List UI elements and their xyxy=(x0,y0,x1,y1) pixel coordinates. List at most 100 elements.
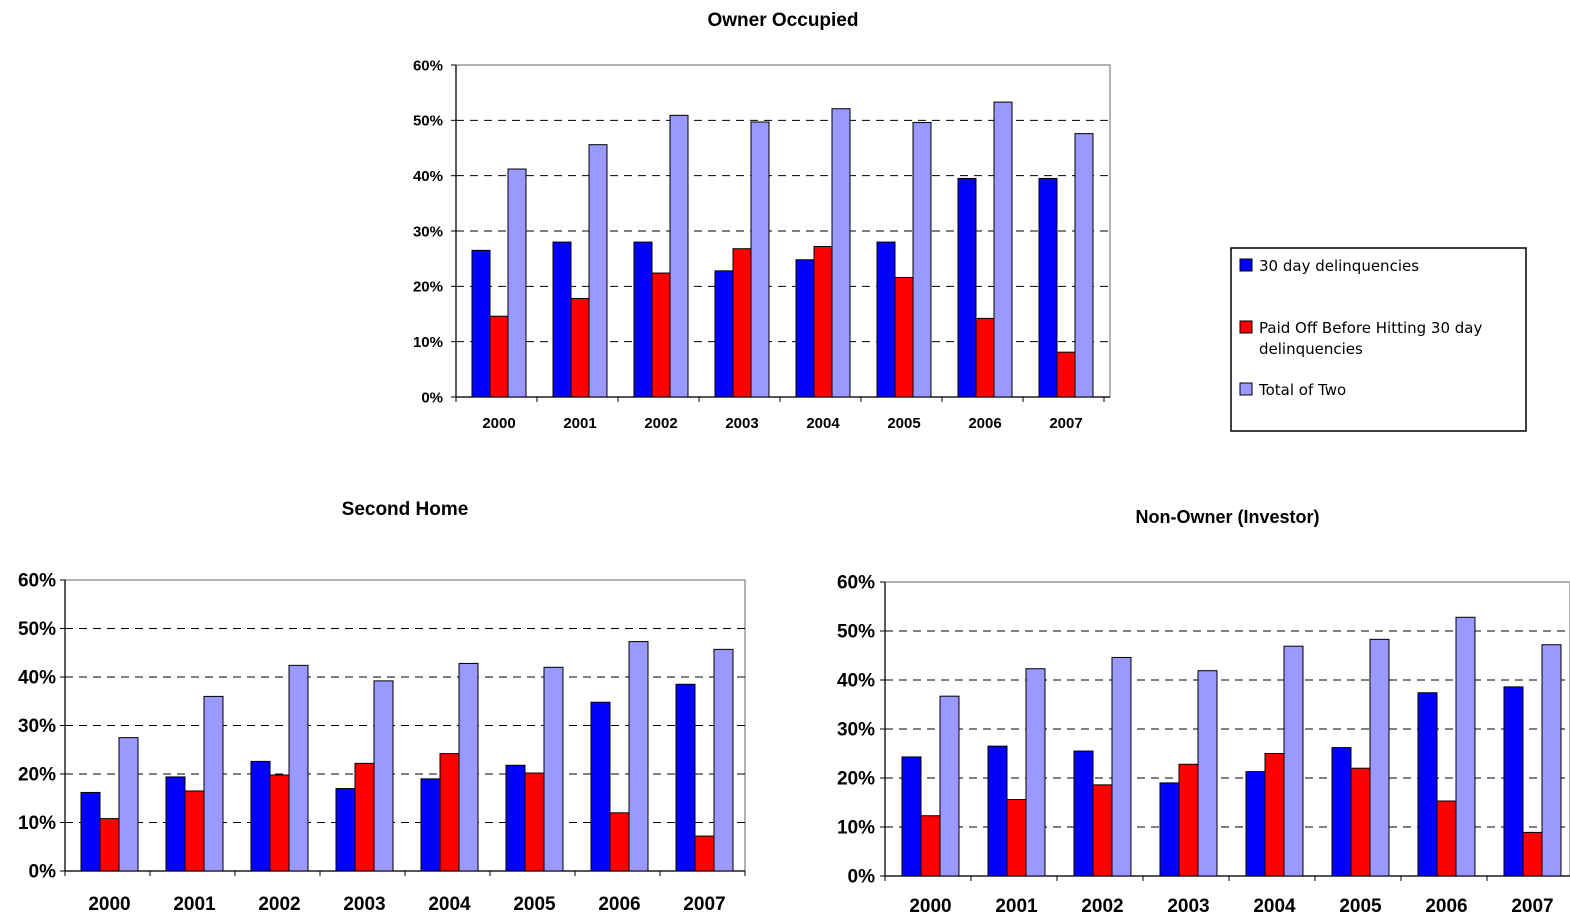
bar-total-2000 xyxy=(118,737,139,872)
bar-paidoff-2002 xyxy=(651,272,671,398)
bar-total-2002 xyxy=(669,114,689,398)
bar-paidoff-2006 xyxy=(1436,800,1457,877)
y-tick-label: 0% xyxy=(421,389,443,406)
x-tick-label: 2004 xyxy=(806,415,840,432)
y-tick-label: 10% xyxy=(18,813,56,834)
legend: 30 day delinquencies Paid Off Before Hitt… xyxy=(1230,247,1527,432)
bar-delinq30-2007 xyxy=(675,683,696,872)
bar-delinq30-2007 xyxy=(1038,177,1058,398)
bar-delinq30-2004 xyxy=(420,778,441,872)
y-tick-label: 60% xyxy=(413,57,443,74)
x-tick-label: 2006 xyxy=(968,415,1001,432)
bar-total-2000 xyxy=(939,695,960,877)
bar-paidoff-2001 xyxy=(1006,799,1027,877)
bar-paidoff-2004 xyxy=(813,245,833,398)
bar-total-2007 xyxy=(1074,133,1094,398)
bar-paidoff-2002 xyxy=(1092,784,1113,877)
y-tick-label: 30% xyxy=(413,223,443,240)
bar-paidoff-2000 xyxy=(99,818,120,872)
chart-title: Second Home xyxy=(342,499,469,520)
bar-delinq30-2004 xyxy=(1245,771,1266,877)
bar-total-2003 xyxy=(1197,670,1218,877)
bar-delinq30-2002 xyxy=(250,760,271,872)
bar-total-2004 xyxy=(458,662,479,872)
y-tick-label: 30% xyxy=(18,716,56,737)
bar-total-2005 xyxy=(912,122,932,398)
bar-total-2002 xyxy=(288,664,309,872)
chart-second-home: Second Home 0% 10% 20% 30% 40% 50% 60% 2000 2001 2… xyxy=(18,499,746,915)
x-tick-label: 2002 xyxy=(644,415,677,432)
x-tick-label: 2002 xyxy=(1081,896,1123,917)
x-tick-label: 2001 xyxy=(995,896,1038,917)
bar-total-2006 xyxy=(993,101,1013,398)
bar-total-2002 xyxy=(1111,656,1132,877)
bar-paidoff-2006 xyxy=(975,317,995,398)
x-tick-label: 2004 xyxy=(1253,896,1296,917)
y-tick-label: 40% xyxy=(413,168,443,185)
x-tick-label: 2006 xyxy=(1425,896,1467,917)
x-tick-label: 2007 xyxy=(1511,896,1553,917)
x-tick-label: 2006 xyxy=(598,894,640,915)
bar-total-2000 xyxy=(507,168,527,398)
bar-paidoff-2007 xyxy=(1056,351,1076,398)
bar-delinq30-2000 xyxy=(80,791,101,872)
x-tick-label: 2004 xyxy=(428,894,471,915)
bar-total-2004 xyxy=(831,108,851,398)
y-tick-label: 40% xyxy=(837,671,875,692)
legend-swatch-total xyxy=(1239,382,1253,396)
y-tick-label: 20% xyxy=(413,279,443,296)
bar-delinq30-2000 xyxy=(471,249,491,398)
y-tick-label: 40% xyxy=(18,668,56,689)
x-tick-label: 2001 xyxy=(173,894,216,915)
x-tick-label: 2003 xyxy=(725,415,758,432)
bar-paidoff-2002 xyxy=(269,774,290,872)
y-tick-label: 0% xyxy=(848,867,876,888)
y-tick-label: 10% xyxy=(837,818,875,839)
x-tick-label: 2001 xyxy=(563,415,596,432)
legend-box xyxy=(1230,247,1527,432)
bar-delinq30-2005 xyxy=(505,764,526,872)
y-tick-label: 60% xyxy=(837,573,875,594)
chart-title: Owner Occupied xyxy=(708,10,859,31)
x-tick-label: 2003 xyxy=(343,894,385,915)
y-tick-label: 30% xyxy=(837,720,875,741)
bar-delinq30-2003 xyxy=(714,270,734,398)
bar-delinq30-2003 xyxy=(1159,782,1180,877)
y-tick-label: 10% xyxy=(413,334,443,351)
bar-delinq30-2003 xyxy=(335,788,356,872)
bar-total-2006 xyxy=(1455,616,1476,877)
bar-delinq30-2007 xyxy=(1503,686,1524,877)
bar-paidoff-2003 xyxy=(1178,763,1199,877)
bar-paidoff-2007 xyxy=(694,835,715,872)
bar-total-2001 xyxy=(1025,668,1046,877)
bar-total-2007 xyxy=(713,648,734,872)
chart-non-owner-investor: Non-Owner (Investor) 0% 10% 20% 30% 40% 50% 60%… xyxy=(837,507,1570,917)
bar-paidoff-2001 xyxy=(184,790,205,872)
y-tick-label: 50% xyxy=(837,622,875,643)
legend-label-delinq30: 30 day delinquencies xyxy=(1259,257,1419,275)
y-tick-label: 60% xyxy=(18,571,56,592)
y-tick-label: 20% xyxy=(837,769,875,790)
x-tick-label: 2002 xyxy=(258,894,300,915)
x-tick-label: 2007 xyxy=(683,894,725,915)
y-tick-label: 0% xyxy=(29,862,57,883)
bar-total-2006 xyxy=(628,641,649,872)
y-tick-label: 20% xyxy=(18,765,56,786)
bar-delinq30-2006 xyxy=(1417,692,1438,877)
bar-total-2003 xyxy=(373,680,394,872)
legend-label-paidoff: Paid Off Before Hitting 30 day xyxy=(1259,319,1482,337)
y-tick-label: 50% xyxy=(18,619,56,640)
x-tick-label: 2000 xyxy=(482,415,515,432)
bar-paidoff-2000 xyxy=(920,815,941,877)
bar-delinq30-2000 xyxy=(901,756,922,877)
bar-delinq30-2001 xyxy=(165,776,186,872)
x-tick-label: 2000 xyxy=(88,894,130,915)
bar-paidoff-2005 xyxy=(894,276,914,398)
bar-delinq30-2006 xyxy=(590,701,611,872)
bar-paidoff-2006 xyxy=(609,812,630,872)
bar-total-2007 xyxy=(1541,644,1562,877)
legend-swatch-paidoff xyxy=(1239,320,1253,334)
bar-total-2001 xyxy=(588,144,608,398)
legend-swatch-delinq30 xyxy=(1239,258,1253,272)
bar-delinq30-2002 xyxy=(633,241,653,398)
